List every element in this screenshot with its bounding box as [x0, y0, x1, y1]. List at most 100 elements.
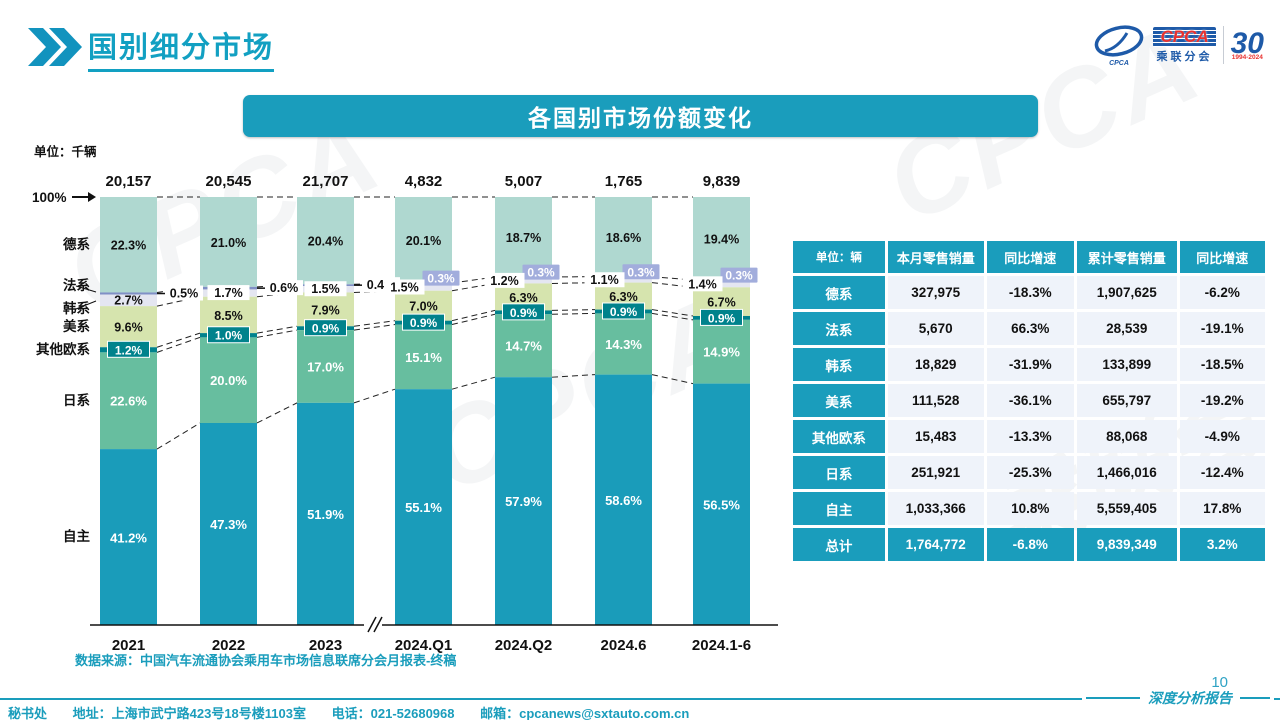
- segment-label: 20.1%: [406, 234, 441, 248]
- bar-segment: [100, 352, 157, 450]
- data-cell: 327,975: [887, 276, 984, 309]
- bar-segment: [100, 292, 157, 295]
- segment-label: 1.5%: [390, 281, 419, 295]
- x-axis-label: 2024.6: [601, 637, 647, 654]
- page-number: 10: [1211, 674, 1228, 691]
- legend-label: 韩系: [63, 300, 90, 316]
- segment-label: 0.9%: [312, 322, 340, 336]
- bar-segment: [297, 402, 354, 625]
- table-row: 自主 1,033,366 10.8% 5,559,405 17.8%: [793, 492, 1265, 525]
- trend-dashed-line: [451, 309, 496, 322]
- data-cell: -36.1%: [986, 384, 1074, 417]
- row-label-cell: 德系: [793, 276, 885, 309]
- trend-dashed-line: [451, 376, 496, 390]
- segment-label: 2.7%: [114, 293, 143, 307]
- report-tag-line: [1240, 697, 1270, 699]
- segment-label: 8.5%: [214, 309, 243, 323]
- trend-dashed-line: [451, 313, 496, 326]
- axis-break-slash: [367, 616, 377, 633]
- legend-label: 德系: [63, 236, 90, 252]
- data-cell: 18,829: [887, 348, 984, 381]
- segment-badge: [384, 279, 425, 295]
- x-axis-label: 2023: [309, 637, 342, 654]
- trend-dashed-line: [651, 374, 694, 385]
- data-cell: 10.8%: [986, 492, 1074, 525]
- table-header-cell: 同比增速: [1179, 241, 1265, 273]
- bar-total-label: 9,839: [703, 173, 741, 190]
- trend-dashed-line: [551, 312, 596, 315]
- segment-label: 18.6%: [606, 231, 641, 245]
- footer-contact: 秘书处 地址：上海市武宁路423号18号楼1103室 电话：021-526809…: [8, 703, 711, 720]
- trend-dashed-line: [156, 296, 201, 307]
- bar-segment: [595, 197, 652, 277]
- axis-break-slash: [373, 616, 383, 633]
- segment-label: 0.9%: [708, 311, 736, 325]
- segment-badge: [422, 270, 460, 286]
- table-header-cell: 同比增速: [986, 241, 1074, 273]
- report-tag: 深度分析报告: [1082, 688, 1274, 708]
- segment-label: 41.2%: [110, 530, 147, 545]
- chart-title-banner: 各国别市场份额变化: [243, 95, 1038, 137]
- data-cell: 17.8%: [1179, 492, 1265, 525]
- bar-total-label: 21,707: [303, 173, 349, 190]
- data-cell: 1,466,016: [1076, 456, 1177, 489]
- data-cell: 1,033,366: [887, 492, 984, 525]
- trend-dashed-line: [256, 402, 298, 424]
- legend-tick: [75, 300, 97, 310]
- table-header-cell: 本月零售销量: [887, 241, 984, 273]
- segment-label: 0.3%: [527, 266, 555, 280]
- segment-label: 14.7%: [505, 339, 542, 354]
- footer-divider: [0, 698, 1280, 700]
- bar-segment: [495, 197, 552, 278]
- data-cell: -4.9%: [1179, 420, 1265, 453]
- bar-segment: [100, 306, 157, 348]
- segment-label: 15.1%: [405, 350, 442, 365]
- data-source-note: 数据来源：中国汽车流通协会乘用车市场信息联席分会月报表-终稿: [75, 653, 457, 668]
- segment-label: 56.5%: [703, 498, 740, 513]
- segment-badge: [502, 303, 545, 321]
- trend-dashed-line: [551, 309, 596, 311]
- footer-org: 秘书处: [8, 706, 48, 720]
- segment-label: 1.2%: [115, 343, 143, 357]
- stacked-bar-chart-svg: 单位：千辆 100% 20,157 20,545 21,707 4,832 5,007 1,7…: [32, 144, 778, 654]
- data-cell: -25.3%: [986, 456, 1074, 489]
- segment-label: 9.6%: [114, 321, 143, 335]
- data-cell: 111,528: [887, 384, 984, 417]
- trend-dashed-line: [651, 309, 694, 317]
- axis-break-mask: [364, 617, 382, 633]
- market-share-chart: 单位：千辆 100% 20,157 20,545 21,707 4,832 5,007 1,7…: [30, 140, 800, 675]
- bar-total-label: 1,765: [605, 173, 643, 190]
- row-label-cell: 总计: [793, 528, 885, 561]
- chart-unit-label: 单位：千辆: [34, 144, 97, 159]
- table-header-cell: 累计零售销量: [1076, 241, 1177, 273]
- segment-label: 0.3%: [627, 265, 655, 279]
- cpca-wordmark: CPCA: [1153, 26, 1216, 47]
- segment-label: 1.7%: [214, 286, 243, 300]
- bar-segment: [595, 313, 652, 375]
- bar-segment: [693, 383, 750, 626]
- legend-label: 自主: [63, 528, 90, 544]
- bar-segment: [200, 422, 257, 626]
- row-label-cell: 其他欧系: [793, 420, 885, 453]
- data-cell: 88,068: [1076, 420, 1177, 453]
- bar-segment: [495, 377, 552, 625]
- segment-label: 17.0%: [307, 359, 344, 374]
- bar-segment: [395, 197, 452, 284]
- bar-segment: [100, 294, 157, 307]
- segment-label: 51.9%: [307, 507, 344, 522]
- bar-total-label: 5,007: [505, 173, 543, 190]
- segment-label: 57.9%: [505, 494, 542, 509]
- segment-label: 0.5%: [170, 287, 199, 301]
- bar-total-label: 4,832: [405, 173, 443, 190]
- data-cell: 251,921: [887, 456, 984, 489]
- segment-label: 7.0%: [409, 300, 438, 314]
- row-label-cell: 法系: [793, 312, 885, 345]
- data-cell: 66.3%: [986, 312, 1074, 345]
- axis-100-arrow-head: [88, 192, 96, 202]
- data-cell: 655,797: [1076, 384, 1177, 417]
- segment-label: 0.9%: [410, 316, 438, 330]
- footer-phone: 电话：021-52680968: [331, 706, 455, 720]
- bar-segment: [297, 197, 354, 285]
- trend-dashed-line: [353, 388, 396, 404]
- segment-label: 6.3%: [509, 291, 538, 305]
